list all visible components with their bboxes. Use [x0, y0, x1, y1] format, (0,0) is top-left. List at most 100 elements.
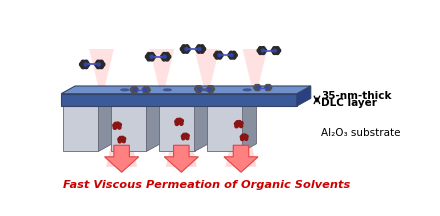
Circle shape	[266, 86, 268, 89]
Circle shape	[238, 121, 241, 124]
Circle shape	[211, 87, 215, 91]
Circle shape	[195, 47, 200, 51]
Circle shape	[240, 135, 243, 138]
Circle shape	[275, 47, 279, 50]
Circle shape	[122, 140, 125, 143]
Circle shape	[113, 124, 116, 127]
Circle shape	[146, 55, 150, 59]
Circle shape	[180, 119, 183, 122]
Circle shape	[197, 49, 201, 53]
Circle shape	[175, 120, 178, 123]
Circle shape	[143, 90, 147, 93]
Circle shape	[183, 133, 186, 136]
Circle shape	[257, 49, 261, 52]
Circle shape	[255, 84, 258, 87]
Polygon shape	[63, 98, 112, 106]
Circle shape	[85, 62, 90, 67]
Ellipse shape	[242, 88, 252, 91]
Circle shape	[134, 89, 136, 91]
Circle shape	[184, 135, 187, 138]
Circle shape	[161, 55, 165, 59]
Circle shape	[273, 49, 276, 52]
Circle shape	[147, 88, 150, 91]
Circle shape	[178, 118, 181, 121]
Polygon shape	[226, 106, 257, 167]
Polygon shape	[99, 98, 112, 151]
Circle shape	[196, 89, 199, 92]
Polygon shape	[111, 98, 161, 106]
Circle shape	[209, 88, 211, 90]
Circle shape	[162, 52, 166, 57]
Circle shape	[97, 63, 100, 66]
Circle shape	[115, 124, 119, 128]
Circle shape	[101, 62, 105, 67]
Polygon shape	[194, 49, 219, 94]
Circle shape	[95, 62, 99, 67]
Circle shape	[200, 45, 204, 49]
Circle shape	[268, 84, 271, 87]
Circle shape	[185, 48, 188, 51]
Circle shape	[240, 122, 243, 125]
Circle shape	[96, 60, 100, 64]
Circle shape	[198, 88, 201, 90]
Circle shape	[261, 49, 264, 52]
Circle shape	[230, 54, 233, 57]
Circle shape	[120, 138, 123, 141]
Circle shape	[114, 122, 117, 125]
Circle shape	[233, 53, 237, 57]
Circle shape	[273, 47, 276, 50]
Circle shape	[271, 49, 275, 52]
Polygon shape	[106, 106, 137, 167]
Circle shape	[180, 122, 183, 125]
Polygon shape	[166, 106, 197, 167]
Circle shape	[99, 60, 103, 64]
Circle shape	[215, 55, 219, 59]
Circle shape	[258, 86, 261, 89]
Circle shape	[81, 60, 85, 64]
Circle shape	[180, 47, 184, 51]
Ellipse shape	[120, 88, 129, 91]
Text: 35-nm-thick: 35-nm-thick	[321, 91, 391, 101]
Circle shape	[123, 137, 126, 140]
Polygon shape	[164, 145, 198, 172]
Circle shape	[237, 123, 240, 126]
Polygon shape	[90, 98, 113, 106]
Circle shape	[208, 86, 211, 89]
Circle shape	[150, 55, 153, 58]
Polygon shape	[194, 98, 209, 151]
Circle shape	[119, 137, 122, 139]
Polygon shape	[63, 106, 99, 151]
Circle shape	[268, 88, 271, 91]
Circle shape	[232, 51, 236, 55]
Circle shape	[177, 121, 180, 124]
Polygon shape	[150, 98, 173, 106]
Circle shape	[165, 52, 169, 57]
Circle shape	[214, 53, 218, 57]
Circle shape	[269, 86, 272, 89]
Circle shape	[167, 55, 171, 59]
Circle shape	[259, 51, 262, 54]
Circle shape	[257, 88, 260, 91]
Circle shape	[218, 51, 222, 55]
Polygon shape	[111, 106, 147, 151]
Circle shape	[185, 45, 189, 49]
Circle shape	[147, 57, 151, 61]
Circle shape	[99, 65, 103, 69]
Circle shape	[235, 122, 238, 125]
Polygon shape	[105, 145, 139, 172]
Circle shape	[243, 134, 246, 137]
Polygon shape	[159, 98, 209, 106]
Circle shape	[229, 55, 233, 59]
Circle shape	[263, 49, 267, 52]
Circle shape	[84, 65, 88, 69]
Circle shape	[196, 86, 199, 89]
Circle shape	[182, 49, 186, 53]
Circle shape	[277, 49, 281, 52]
Text: Al₂O₃ substrate: Al₂O₃ substrate	[321, 128, 400, 138]
Circle shape	[186, 137, 189, 140]
Circle shape	[236, 121, 239, 124]
Circle shape	[165, 57, 169, 61]
Circle shape	[84, 60, 88, 64]
Circle shape	[116, 122, 120, 125]
Polygon shape	[147, 98, 161, 151]
